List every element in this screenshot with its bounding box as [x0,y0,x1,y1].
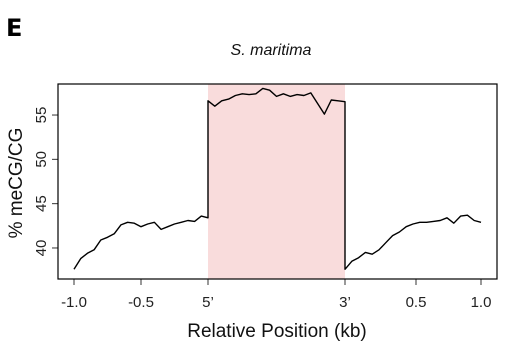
y-axis-label: % meCG/CG [6,128,27,239]
x-tick-label: -1.0 [61,294,87,311]
x-tick-label: 3’ [339,294,351,311]
x-tick-label: -0.5 [128,294,154,311]
x-tick-label: 1.0 [471,294,492,311]
x-tick-label: 5’ [202,294,214,311]
x-axis: -1.0 -0.5 5’ 3’ 0.5 1.0 [61,279,491,311]
x-tick-label: 0.5 [406,294,427,311]
chart-title: S. maritima [231,42,312,59]
panel-label: E [6,14,22,42]
y-tick-label: 40 [33,240,50,257]
y-tick-label: 55 [33,107,50,124]
y-tick-label: 45 [33,195,50,212]
y-tick-label: 50 [33,151,50,168]
y-axis: 40 45 50 55 [33,107,58,257]
x-axis-label: Relative Position (kb) [187,321,367,342]
